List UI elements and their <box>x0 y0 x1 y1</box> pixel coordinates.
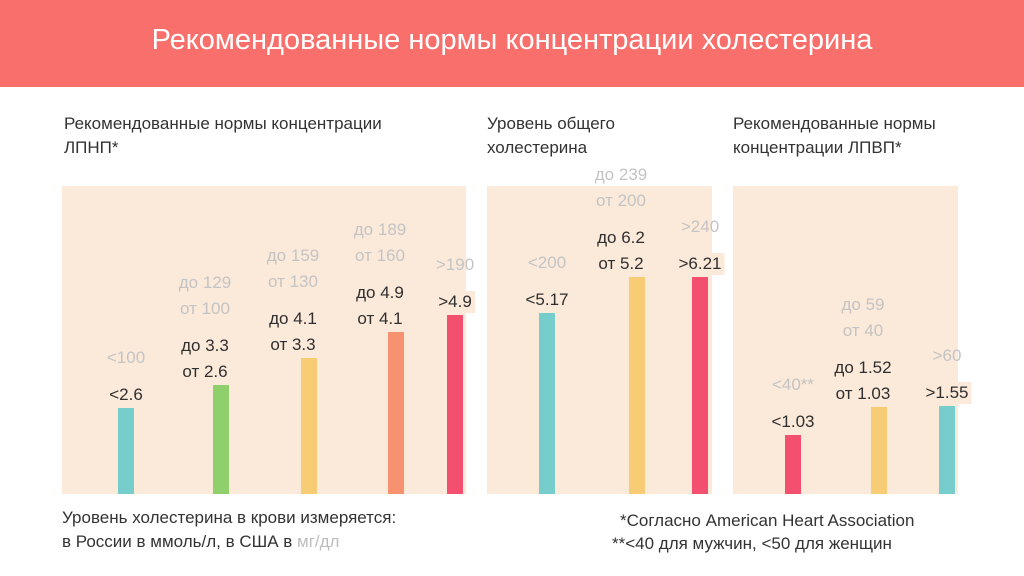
mmol-label-ldl-2-0: до 4.1 <box>266 308 320 330</box>
bar-ldl-1 <box>213 385 229 494</box>
bar-total-2 <box>692 277 708 494</box>
mmol-label-ldl-3-0: до 4.9 <box>353 282 407 304</box>
mmol-label-ldl-2-1: от 3.3 <box>267 334 319 356</box>
mgdl-label-total-1-1: от 200 <box>596 191 646 210</box>
mmol-label-hdl-1-0: до 1.52 <box>831 357 895 379</box>
mmol-label-ldl-1-1: от 2.6 <box>179 361 231 383</box>
chart-panel-ldl: <2.6 <100 до 3.3 от 2.6 до 129 от 100 до 4.1 от… <box>62 186 475 494</box>
mgdl-label-hdl-0-0: <40** <box>771 375 815 394</box>
measurement-note-text: в России в ммоль/л, в США в <box>62 532 298 551</box>
chart-title-ldl: Рекомендованные нормы концентрации ЛПНП* <box>64 114 382 157</box>
chart-title-total: Уровень общего холестерина <box>487 114 615 157</box>
mgdl-label-total-1-0: до 239 <box>594 165 648 184</box>
mgdl-label-total-2-0: >240 <box>680 217 720 236</box>
bar-hdl-2 <box>939 406 955 494</box>
mmol-label-hdl-0-0: <1.03 <box>768 411 818 433</box>
chart-panel-hdl: <1.03 <40** до 1.52 от 1.03 до 59 от 40 >1.55 >… <box>733 186 972 494</box>
measurement-note: Уровень холестерина в крови измеряется: … <box>62 506 396 554</box>
mmol-label-total-0-0: <5.17 <box>522 289 572 311</box>
measurement-note-line1: Уровень холестерина в крови измеряется: <box>62 508 397 527</box>
bar-ldl-3 <box>388 332 404 494</box>
chart-panel-total: <5.17 <200 до 6.2 от 5.2 до 239 от 200 >6.21 >2… <box>487 165 725 494</box>
mgdl-label-hdl-1-1: от 40 <box>842 321 884 340</box>
mmol-label-ldl-0-0: <2.6 <box>106 384 146 406</box>
bar-ldl-2 <box>301 358 317 494</box>
mgdl-label-ldl-2-0: до 159 <box>266 246 320 265</box>
mgdl-label-total-0-0: <200 <box>527 253 567 272</box>
mgdl-label-ldl-1-0: до 129 <box>178 273 232 292</box>
measurement-note-line2: в России в ммоль/л, в США в мг/дл <box>62 530 396 554</box>
mgdl-label-ldl-0-0: <100 <box>106 348 146 367</box>
bar-ldl-4 <box>447 315 463 494</box>
mmol-label-total-1-1: от 5.2 <box>595 253 647 275</box>
bar-hdl-1 <box>871 407 887 494</box>
header-banner: Рекомендованные нормы концентрации холес… <box>0 0 1024 87</box>
measurement-note-unit: мг/дл <box>297 532 340 551</box>
mmol-label-ldl-1-0: до 3.3 <box>178 335 232 357</box>
bar-total-1 <box>629 277 645 494</box>
mgdl-label-hdl-1-0: до 59 <box>841 295 885 314</box>
mgdl-label-ldl-1-1: от 100 <box>180 299 230 318</box>
mgdl-label-ldl-3-0: до 189 <box>353 220 407 239</box>
footnote-gender: **<40 для мужчин, <50 для женщин <box>612 534 892 553</box>
mmol-label-hdl-1-1: от 1.03 <box>832 383 894 405</box>
mgdl-label-ldl-2-1: от 130 <box>268 272 318 291</box>
bar-hdl-0 <box>785 435 801 494</box>
mmol-label-total-2-0: >6.21 <box>675 253 725 275</box>
mmol-label-ldl-4-0: >4.9 <box>435 291 475 313</box>
bar-total-0 <box>539 313 555 494</box>
mmol-label-hdl-2-0: >1.55 <box>922 382 972 404</box>
bar-ldl-0 <box>118 408 134 494</box>
page-title: Рекомендованные нормы концентрации холес… <box>151 24 873 56</box>
mmol-label-ldl-3-1: от 4.1 <box>354 308 406 330</box>
footnote-aha: *Согласно American Heart Association <box>620 511 915 530</box>
mgdl-label-ldl-3-1: от 160 <box>355 246 405 265</box>
mmol-label-total-1-0: до 6.2 <box>594 227 648 249</box>
mgdl-label-hdl-2-0: >60 <box>932 346 962 365</box>
chart-title-hdl: Рекомендованные нормы концентрации ЛПВП* <box>733 114 936 157</box>
mgdl-label-ldl-4-0: >190 <box>435 255 475 274</box>
